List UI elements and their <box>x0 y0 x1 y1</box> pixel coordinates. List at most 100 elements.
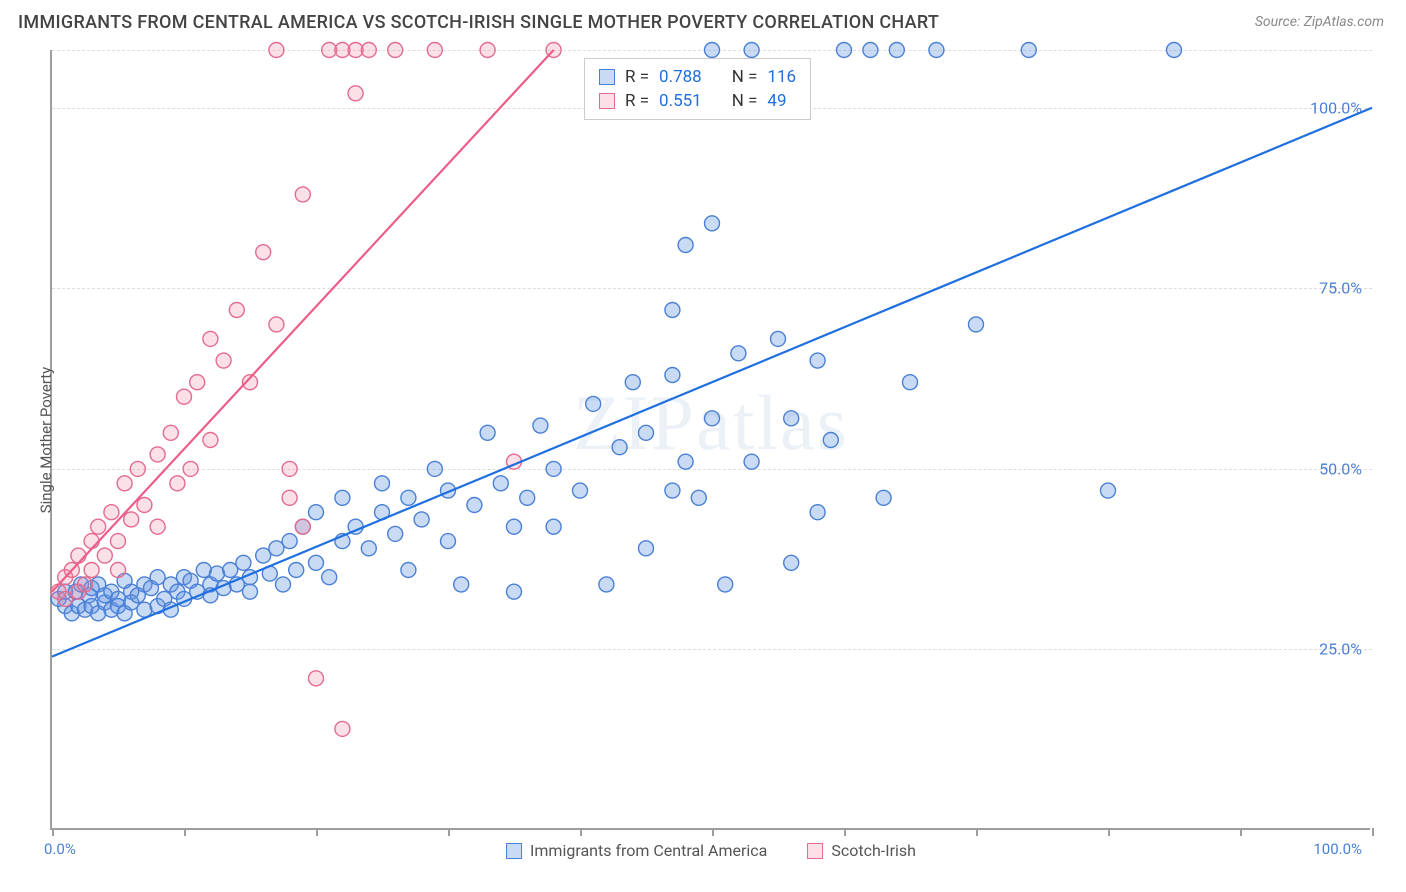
swatch-blue-icon <box>599 69 615 85</box>
r-label: R = <box>625 91 649 111</box>
scatter-point-blue <box>889 43 904 58</box>
scatter-point-blue <box>969 317 984 332</box>
scatter-point-pink <box>203 331 218 346</box>
scatter-point-pink <box>137 498 152 513</box>
scatter-point-pink <box>335 721 350 736</box>
scatter-point-blue <box>361 541 376 556</box>
swatch-pink-icon <box>807 843 823 859</box>
x-axis-min-label: 0.0% <box>44 840 76 858</box>
scatter-point-blue <box>837 43 852 58</box>
scatter-point-blue <box>810 353 825 368</box>
scatter-point-blue <box>573 483 588 498</box>
scatter-point-blue <box>276 577 291 592</box>
scatter-point-pink <box>216 353 231 368</box>
scatter-point-blue <box>771 331 786 346</box>
scatter-point-pink <box>282 461 297 476</box>
scatter-point-pink <box>183 461 198 476</box>
scatter-point-pink <box>111 534 126 549</box>
stats-row-blue: R = 0.788 N = 116 <box>599 65 796 89</box>
scatter-point-blue <box>507 584 522 599</box>
scatter-point-pink <box>427 43 442 58</box>
x-tick <box>1372 828 1374 836</box>
scatter-point-blue <box>427 461 442 476</box>
scatter-point-pink <box>111 563 126 578</box>
x-axis-max-label: 100.0% <box>1313 840 1362 858</box>
plot-container: 25.0%50.0%75.0%100.0% ZIPatlas R = 0.788… <box>50 50 1370 830</box>
scatter-point-blue <box>414 512 429 527</box>
scatter-point-blue <box>718 577 733 592</box>
r-value: 0.551 <box>659 91 702 111</box>
scatter-point-blue <box>639 425 654 440</box>
scatter-point-blue <box>454 577 469 592</box>
scatter-point-blue <box>863 43 878 58</box>
chart-title: IMMIGRANTS FROM CENTRAL AMERICA VS SCOTC… <box>18 12 939 33</box>
scatter-point-blue <box>823 433 838 448</box>
scatter-point-blue <box>586 396 601 411</box>
scatter-point-blue <box>309 505 324 520</box>
scatter-point-pink <box>282 490 297 505</box>
scatter-point-blue <box>678 238 693 253</box>
scatter-point-blue <box>546 519 561 534</box>
scatter-point-pink <box>71 548 86 563</box>
scatter-point-blue <box>744 43 759 58</box>
scatter-point-pink <box>84 534 99 549</box>
scatter-point-blue <box>480 425 495 440</box>
series-legend: Immigrants from Central America Scotch-I… <box>506 841 916 860</box>
scatter-point-blue <box>322 570 337 585</box>
scatter-point-blue <box>903 375 918 390</box>
scatter-point-blue <box>784 411 799 426</box>
scatter-point-blue <box>289 563 304 578</box>
scatter-point-blue <box>705 411 720 426</box>
scatter-point-blue <box>705 216 720 231</box>
scatter-point-blue <box>639 541 654 556</box>
scatter-point-blue <box>335 490 350 505</box>
scatter-point-pink <box>150 447 165 462</box>
scatter-point-blue <box>546 461 561 476</box>
scatter-point-blue <box>929 43 944 58</box>
scatter-point-pink <box>295 519 310 534</box>
scatter-point-pink <box>124 512 139 527</box>
scatter-point-blue <box>665 303 680 318</box>
scatter-point-pink <box>388 43 403 58</box>
scatter-point-pink <box>256 245 271 260</box>
scatter-point-blue <box>625 375 640 390</box>
plot-area: 25.0%50.0%75.0%100.0% ZIPatlas R = 0.788… <box>50 50 1370 830</box>
n-label: N = <box>732 91 758 111</box>
scatter-point-blue <box>705 43 720 58</box>
scatter-point-pink <box>177 389 192 404</box>
legend-item-blue: Immigrants from Central America <box>506 841 767 860</box>
scatter-point-blue <box>599 577 614 592</box>
legend-label: Immigrants from Central America <box>530 841 767 860</box>
scatter-point-pink <box>229 303 244 318</box>
scatter-point-pink <box>269 43 284 58</box>
r-label: R = <box>625 67 649 87</box>
scatter-point-blue <box>731 346 746 361</box>
scatter-point-blue <box>520 490 535 505</box>
scatter-point-pink <box>348 86 363 101</box>
scatter-point-blue <box>784 555 799 570</box>
n-label: N = <box>732 67 758 87</box>
scatter-point-blue <box>441 534 456 549</box>
scatter-point-pink <box>269 317 284 332</box>
stats-row-pink: R = 0.551 N = 49 <box>599 89 796 113</box>
scatter-point-pink <box>91 519 106 534</box>
scatter-point-pink <box>78 577 93 592</box>
scatter-point-pink <box>163 425 178 440</box>
scatter-point-blue <box>309 555 324 570</box>
scatter-point-pink <box>117 476 132 491</box>
scatter-point-blue <box>282 534 297 549</box>
scatter-point-pink <box>130 461 145 476</box>
scatter-point-blue <box>507 519 522 534</box>
scatter-point-blue <box>1167 43 1182 58</box>
scatter-point-blue <box>678 454 693 469</box>
scatter-point-blue <box>401 563 416 578</box>
scatter-point-blue <box>612 440 627 455</box>
scatter-svg <box>52 50 1372 830</box>
scatter-point-blue <box>691 490 706 505</box>
scatter-point-pink <box>309 671 324 686</box>
scatter-point-blue <box>810 505 825 520</box>
scatter-point-blue <box>467 498 482 513</box>
scatter-point-blue <box>243 584 258 599</box>
scatter-point-blue <box>1021 43 1036 58</box>
scatter-point-blue <box>876 490 891 505</box>
